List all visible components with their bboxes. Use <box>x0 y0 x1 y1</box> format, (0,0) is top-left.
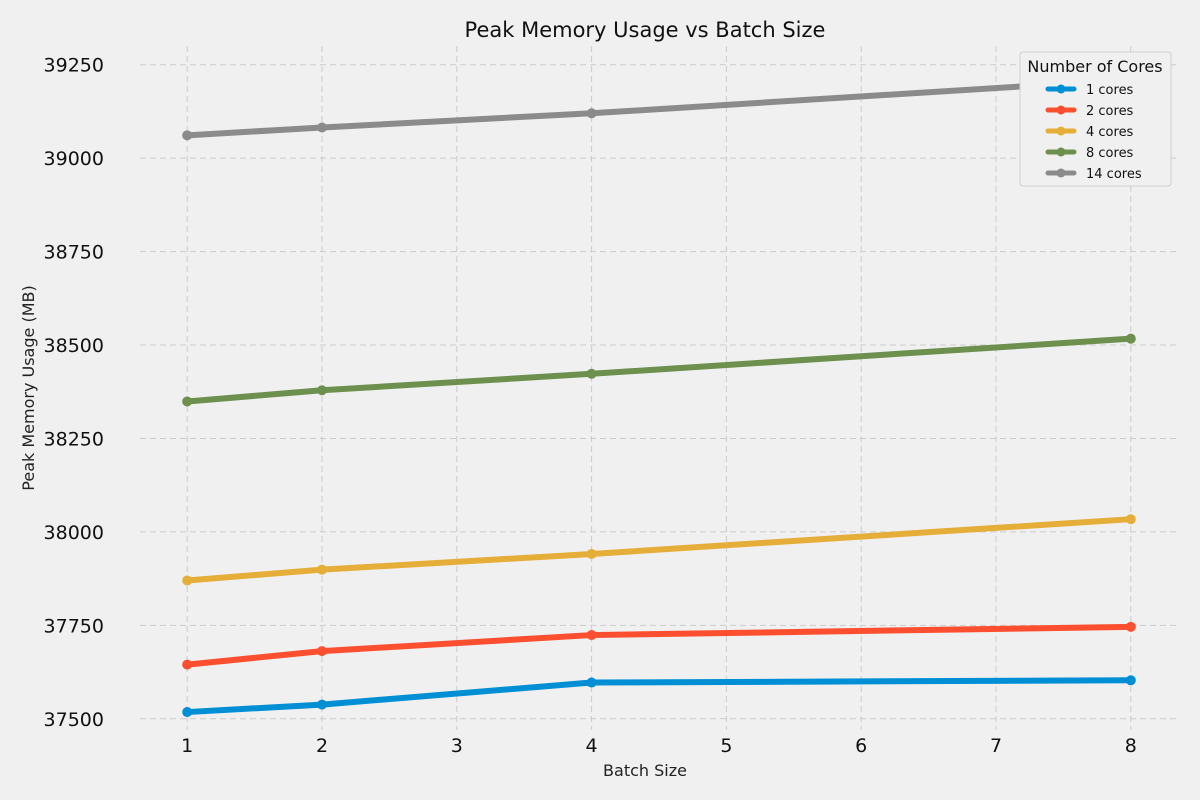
data-point-14-cores-x1 <box>182 130 193 141</box>
tick-layer: 1 2 3 4 5 6 7 8 37500 37750 38000 38250 38500 38750 39… <box>44 55 1137 757</box>
legend-label-14-cores: 14 cores <box>1086 167 1142 182</box>
data-point-2-cores-x4 <box>586 630 597 641</box>
series-1-cores <box>182 675 1136 718</box>
legend-marker-4-cores <box>1056 126 1066 136</box>
data-point-4-cores-x2 <box>316 564 327 575</box>
legend-label-2-cores: 2 cores <box>1086 104 1134 119</box>
series-8-cores <box>182 333 1136 407</box>
legend-items: 1 cores 2 cores 4 cores 8 cores 14 cores <box>1045 83 1142 182</box>
data-point-4-cores-x1 <box>182 575 193 586</box>
data-point-14-cores-x4 <box>586 108 597 119</box>
data-point-2-cores-x8 <box>1125 621 1136 632</box>
series-4-cores <box>182 514 1136 586</box>
series-layer <box>182 74 1136 718</box>
y-axis-label: Peak Memory Usage (MB) <box>19 285 38 490</box>
x-tick-label-6: 6 <box>855 735 867 757</box>
x-tick-label-3: 3 <box>451 735 463 757</box>
legend: Number of Cores 1 cores 2 cores 4 cores 8 c… <box>1019 51 1172 187</box>
data-point-14-cores-x2 <box>316 122 327 133</box>
x-tick-label-2: 2 <box>316 735 328 757</box>
legend-marker-8-cores <box>1056 147 1066 157</box>
series-2-cores <box>182 621 1136 670</box>
series-line-4-cores <box>184 516 1134 584</box>
y-tick-label-38750: 38750 <box>44 242 104 264</box>
data-point-1-cores-x2 <box>316 699 327 710</box>
data-point-1-cores-x8 <box>1125 675 1136 686</box>
data-point-8-cores-x2 <box>316 385 327 396</box>
series-line-2-cores <box>184 623 1134 668</box>
y-tick-label-39000: 39000 <box>44 148 104 170</box>
legend-marker-14-cores <box>1056 168 1066 178</box>
data-point-4-cores-x4 <box>586 548 597 559</box>
data-point-1-cores-x4 <box>586 677 597 688</box>
y-tick-label-38500: 38500 <box>44 335 104 357</box>
legend-marker-1-cores <box>1056 84 1066 94</box>
x-axis-label: Batch Size <box>603 761 687 780</box>
data-point-1-cores-x1 <box>182 707 193 718</box>
data-point-8-cores-x4 <box>586 368 597 379</box>
legend-label-4-cores: 4 cores <box>1086 125 1134 140</box>
data-point-8-cores-x8 <box>1125 333 1136 344</box>
x-tick-label-4: 4 <box>586 735 598 757</box>
y-tick-label-38250: 38250 <box>44 428 104 450</box>
x-tick-label-1: 1 <box>181 735 193 757</box>
y-tick-label-39250: 39250 <box>44 55 104 77</box>
y-tick-label-37750: 37750 <box>44 615 104 637</box>
x-tick-label-7: 7 <box>990 735 1002 757</box>
legend-label-1-cores: 1 cores <box>1086 83 1134 98</box>
data-point-4-cores-x8 <box>1125 514 1136 525</box>
series-line-8-cores <box>184 335 1134 405</box>
series-line-1-cores <box>184 677 1134 716</box>
series-14-cores <box>182 74 1136 141</box>
data-point-2-cores-x2 <box>316 646 327 657</box>
legend-title: Number of Cores <box>1027 57 1162 76</box>
legend-marker-2-cores <box>1056 105 1066 115</box>
legend-label-8-cores: 8 cores <box>1086 146 1134 161</box>
x-tick-label-8: 8 <box>1125 735 1137 757</box>
data-point-8-cores-x1 <box>182 396 193 407</box>
chart-title: Peak Memory Usage vs Batch Size <box>465 18 826 42</box>
data-point-2-cores-x1 <box>182 659 193 670</box>
y-tick-label-37500: 37500 <box>44 709 104 731</box>
x-tick-label-5: 5 <box>720 735 732 757</box>
series-line-14-cores <box>184 76 1134 139</box>
y-tick-label-38000: 38000 <box>44 522 104 544</box>
